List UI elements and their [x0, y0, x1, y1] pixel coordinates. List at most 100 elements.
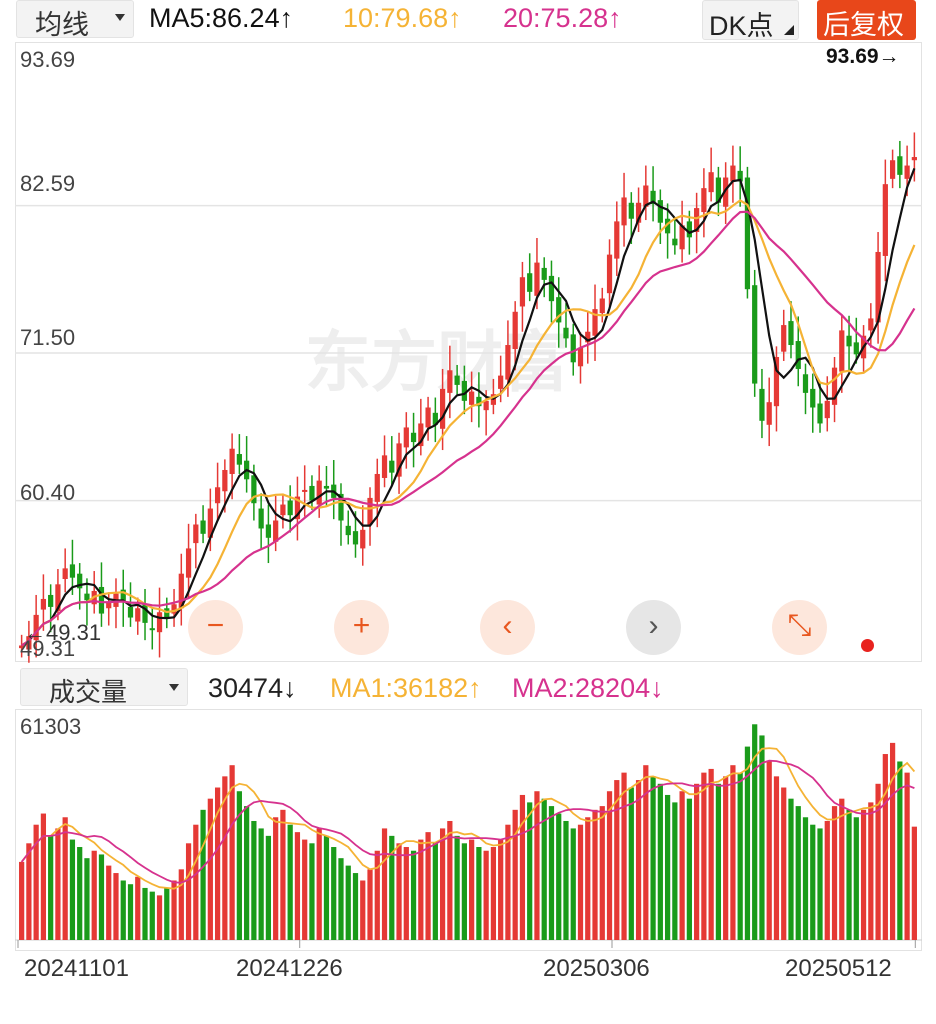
dk-point-button[interactable]: DK点	[702, 0, 799, 41]
candle-body	[178, 573, 184, 609]
volume-bar	[773, 776, 780, 940]
volume-bar	[875, 783, 881, 940]
candle-body	[904, 165, 910, 179]
volume-bar	[40, 813, 47, 940]
candle-body	[258, 508, 264, 529]
volume-bar	[106, 865, 112, 940]
volume-bar	[280, 809, 286, 940]
volume-bar	[425, 832, 431, 940]
volume-bar	[715, 783, 722, 940]
candle-body	[447, 370, 453, 393]
volume-bar	[331, 847, 337, 940]
next-button[interactable]: ›	[626, 600, 681, 655]
ma5-line	[21, 168, 916, 647]
volume-bar	[490, 847, 497, 940]
volume-bar	[461, 843, 467, 940]
indicator-select-label: 均线	[35, 10, 89, 40]
candle-body	[846, 335, 852, 347]
volume-bar	[323, 835, 330, 940]
candle-body	[744, 177, 751, 290]
candle-body	[541, 267, 547, 280]
candle-body	[454, 375, 460, 385]
volume-bar	[476, 847, 482, 940]
volume-bar	[483, 850, 489, 940]
expand-icon: ⤡	[787, 609, 812, 642]
volume-bar	[752, 724, 758, 940]
candle-body	[222, 469, 228, 492]
volume-bar	[207, 798, 213, 940]
volume-bar	[911, 826, 917, 940]
candle-body	[120, 589, 126, 602]
volume-bar	[614, 780, 620, 940]
zoom-in-button[interactable]: +	[334, 600, 389, 655]
volume-bar	[273, 817, 279, 940]
candle-body	[795, 341, 801, 369]
volume-bar	[897, 761, 903, 940]
candle-body	[723, 177, 729, 207]
volume-bar	[258, 828, 264, 940]
zoom-out-button[interactable]: −	[188, 600, 243, 655]
volume-bar	[244, 806, 250, 940]
volume-bar	[26, 843, 32, 940]
plus-icon: +	[352, 609, 371, 642]
volume-bar	[766, 761, 772, 940]
candle-body	[48, 594, 54, 607]
volume-bar	[287, 824, 293, 940]
price-label-4: 60.40	[20, 480, 76, 505]
volume-bar	[723, 776, 729, 940]
candle-body	[592, 309, 598, 336]
volume-bar	[701, 772, 707, 940]
candle-body	[599, 298, 605, 314]
volume-max-label: 61303	[20, 714, 82, 739]
candle-body	[621, 197, 627, 226]
volume-bar	[302, 839, 308, 940]
corner-triangle-icon	[784, 25, 794, 35]
volume-bar	[577, 824, 584, 940]
candle-body	[650, 190, 656, 205]
candle-body	[614, 221, 620, 259]
candle-body	[868, 318, 874, 331]
volume-bar	[374, 850, 380, 940]
candle-body	[570, 334, 576, 363]
candle-body	[251, 475, 257, 504]
candle-body	[164, 608, 170, 619]
candle-body	[483, 400, 489, 411]
candle-body	[534, 262, 540, 296]
volume-bar	[570, 828, 576, 940]
candle-body	[548, 275, 555, 302]
volume-bar	[527, 802, 533, 940]
volume-bar	[265, 835, 272, 940]
volume-bar	[795, 806, 801, 940]
volume-bar	[19, 861, 25, 940]
candle-body	[410, 432, 417, 443]
volume-bar	[98, 854, 105, 940]
dk-point-label: DK点	[709, 11, 774, 41]
volume-bar	[810, 824, 816, 940]
volume-bar	[657, 783, 663, 940]
volume-bar	[171, 880, 177, 940]
volume-bar	[556, 813, 562, 940]
volume-bar	[650, 776, 656, 940]
candle-body	[280, 504, 286, 516]
volume-bar	[548, 806, 555, 940]
candle-body	[752, 285, 758, 384]
volume-bar	[396, 843, 402, 940]
volume-bar	[294, 832, 301, 940]
volume-bar	[432, 843, 438, 940]
indicator-select[interactable]: 均线	[16, 0, 134, 40]
adjust-button[interactable]: 后复权	[817, 0, 916, 40]
candle-body	[788, 321, 794, 346]
fullscreen-button[interactable]: ⤡	[772, 600, 827, 655]
volume-bar	[708, 768, 714, 940]
candle-body	[149, 628, 155, 631]
minus-icon: −	[206, 609, 225, 642]
volume-bar	[759, 735, 765, 940]
volume-bar	[84, 858, 90, 940]
volume-indicator-select[interactable]: 成交量	[20, 668, 188, 707]
prev-button[interactable]: ‹	[480, 600, 535, 655]
volume-bar	[853, 817, 859, 940]
candle-body	[396, 443, 402, 477]
candle-body	[360, 529, 366, 549]
volume-bar	[643, 765, 649, 940]
candle-body	[338, 493, 344, 521]
